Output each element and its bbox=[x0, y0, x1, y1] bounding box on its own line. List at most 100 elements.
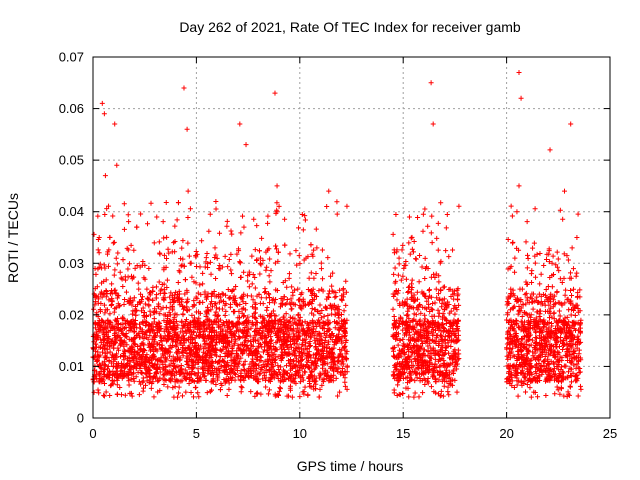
data-point bbox=[396, 261, 402, 267]
data-point bbox=[568, 312, 574, 318]
data-point bbox=[237, 259, 243, 265]
data-point bbox=[319, 382, 325, 388]
data-point bbox=[436, 313, 442, 319]
data-point bbox=[197, 327, 203, 333]
data-point bbox=[246, 284, 252, 290]
data-point bbox=[267, 256, 273, 262]
data-point bbox=[265, 391, 271, 397]
data-point bbox=[236, 345, 242, 351]
data-point bbox=[135, 280, 141, 286]
data-point bbox=[184, 300, 190, 306]
data-point bbox=[269, 297, 275, 303]
data-point bbox=[158, 337, 164, 343]
data-point bbox=[122, 274, 128, 280]
data-point bbox=[524, 219, 530, 225]
data-point bbox=[172, 238, 178, 244]
data-point bbox=[258, 255, 264, 261]
data-point bbox=[241, 305, 247, 311]
data-point bbox=[219, 306, 225, 312]
data-point bbox=[515, 311, 521, 317]
data-point bbox=[563, 287, 569, 293]
data-point bbox=[175, 394, 181, 400]
data-point bbox=[248, 389, 254, 395]
data-point bbox=[267, 313, 273, 319]
data-point bbox=[572, 312, 578, 318]
data-point bbox=[414, 289, 420, 295]
data-point bbox=[181, 85, 187, 91]
data-point bbox=[301, 391, 307, 397]
data-point bbox=[120, 283, 126, 289]
data-point bbox=[153, 284, 159, 290]
data-point bbox=[560, 216, 566, 222]
data-point bbox=[257, 271, 263, 277]
data-point bbox=[172, 223, 178, 229]
data-point bbox=[232, 377, 238, 383]
data-point bbox=[249, 281, 255, 287]
data-point bbox=[126, 219, 132, 225]
data-point bbox=[156, 279, 162, 285]
data-point bbox=[343, 289, 349, 295]
data-point bbox=[237, 121, 243, 127]
data-point bbox=[334, 211, 340, 217]
data-point bbox=[265, 291, 271, 297]
data-point bbox=[268, 268, 274, 274]
data-point bbox=[136, 286, 142, 292]
data-point bbox=[519, 286, 525, 292]
data-point bbox=[157, 251, 163, 257]
data-point bbox=[146, 265, 152, 271]
data-point bbox=[293, 345, 299, 351]
data-point bbox=[302, 343, 308, 349]
data-point bbox=[222, 313, 228, 319]
data-point bbox=[390, 231, 396, 237]
data-point bbox=[101, 345, 107, 351]
data-point bbox=[96, 319, 102, 325]
data-point bbox=[188, 389, 194, 395]
data-point bbox=[161, 235, 167, 241]
data-point bbox=[543, 392, 549, 398]
data-point bbox=[538, 271, 544, 277]
data-point bbox=[121, 201, 127, 207]
data-point bbox=[241, 361, 247, 367]
data-point bbox=[297, 261, 303, 267]
data-point bbox=[532, 206, 538, 212]
data-point bbox=[341, 308, 347, 314]
data-point bbox=[93, 335, 99, 341]
data-point bbox=[164, 285, 170, 291]
data-point bbox=[277, 385, 283, 391]
data-point bbox=[180, 256, 186, 262]
data-point bbox=[282, 216, 288, 222]
data-point bbox=[250, 356, 256, 362]
data-point bbox=[516, 183, 522, 189]
data-point bbox=[443, 248, 449, 254]
data-point bbox=[524, 282, 530, 288]
data-point bbox=[310, 253, 316, 259]
data-point bbox=[443, 225, 449, 231]
data-point bbox=[114, 162, 120, 168]
data-point bbox=[546, 315, 552, 321]
data-point bbox=[325, 327, 331, 333]
data-point bbox=[395, 342, 401, 348]
data-point bbox=[531, 240, 537, 246]
data-point bbox=[204, 294, 210, 300]
data-point bbox=[441, 383, 447, 389]
data-point bbox=[308, 242, 314, 248]
data-point bbox=[252, 247, 258, 253]
data-point bbox=[527, 385, 533, 391]
data-point bbox=[111, 239, 117, 245]
data-point bbox=[111, 272, 117, 278]
data-point bbox=[257, 261, 263, 267]
data-point bbox=[275, 375, 281, 381]
data-point bbox=[99, 349, 105, 355]
data-point bbox=[155, 378, 161, 384]
data-point bbox=[427, 287, 433, 293]
data-point bbox=[133, 374, 139, 380]
data-point bbox=[240, 362, 246, 368]
data-point bbox=[391, 271, 397, 277]
data-point bbox=[227, 301, 233, 307]
data-point bbox=[228, 267, 234, 273]
data-point bbox=[192, 385, 198, 391]
data-point bbox=[577, 383, 583, 389]
data-point bbox=[232, 340, 238, 346]
data-point bbox=[180, 238, 186, 244]
data-point bbox=[193, 249, 199, 254]
